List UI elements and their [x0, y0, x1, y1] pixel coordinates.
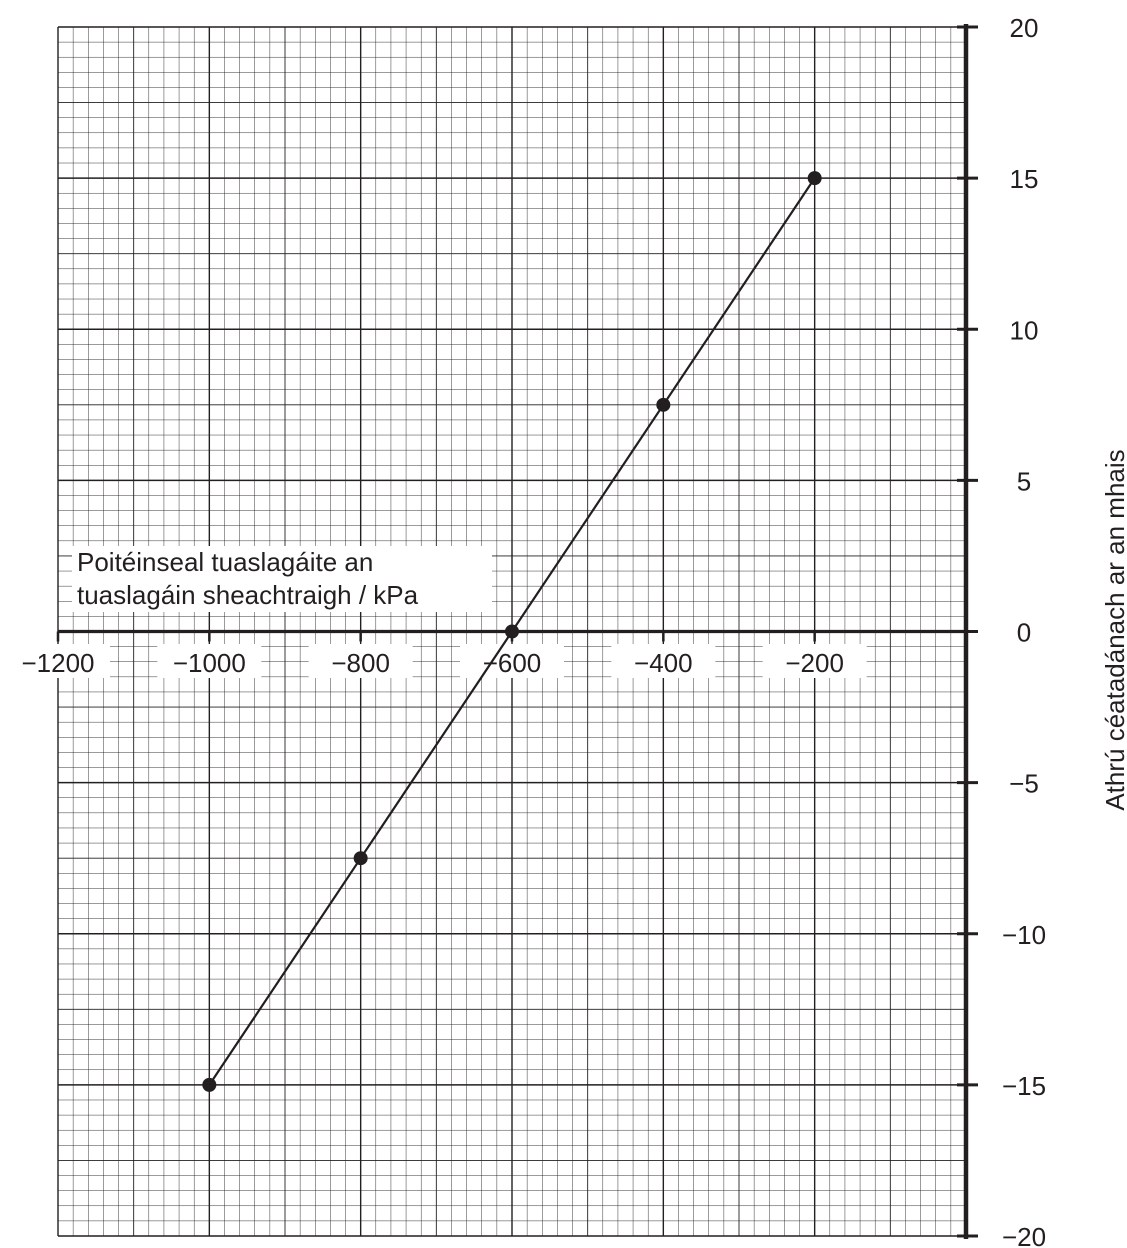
data-point — [656, 397, 671, 412]
tick-labels: −1200 −1000 −800 −600 −400 −200 20 15 10 5 0 −5 −10 −… — [6, 13, 1046, 1248]
y-axis-label: Athrú céatadánach ar an mhais — [1100, 449, 1127, 810]
y-tick-label: −10 — [1002, 920, 1046, 950]
y-tick-label: 5 — [1017, 466, 1031, 496]
x-axis-label-line-2: tuaslagáin sheachtraigh / kPa — [77, 580, 419, 610]
y-tick-label: 0 — [1017, 618, 1031, 648]
data-point — [353, 851, 368, 866]
x-tick-label: −800 — [331, 648, 390, 678]
data-point — [807, 171, 822, 186]
x-tick-label: −400 — [634, 648, 693, 678]
x-tick-label-background — [6, 644, 110, 678]
x-tick-label-background — [157, 644, 262, 678]
y-tick-label: −5 — [1009, 769, 1039, 799]
x-axis-label-background — [72, 546, 492, 612]
axis-labels: Poitéinseal tuaslagáite an tuaslagáin sh… — [72, 449, 1127, 811]
y-tick-label: 10 — [1010, 315, 1039, 345]
x-tick-label: −200 — [785, 648, 844, 678]
y-tick-label: −20 — [1002, 1222, 1046, 1248]
y-tick-label: −15 — [1002, 1071, 1046, 1101]
x-tick-label: −600 — [483, 648, 542, 678]
x-tick-label-background — [762, 644, 867, 678]
y-tick-label: 15 — [1010, 164, 1039, 194]
x-tick-label: −1200 — [21, 648, 94, 678]
x-tick-label-background — [308, 644, 413, 678]
data-series — [202, 171, 822, 1092]
x-tick-label-background — [611, 644, 716, 678]
data-point — [202, 1077, 217, 1092]
y-tick-label: 20 — [1010, 13, 1039, 43]
x-tick-label: −1000 — [173, 648, 246, 678]
x-tick-label-background — [460, 644, 564, 678]
data-point — [505, 624, 519, 639]
x-axis-label-line-1: Poitéinseal tuaslagáite an — [77, 547, 373, 577]
